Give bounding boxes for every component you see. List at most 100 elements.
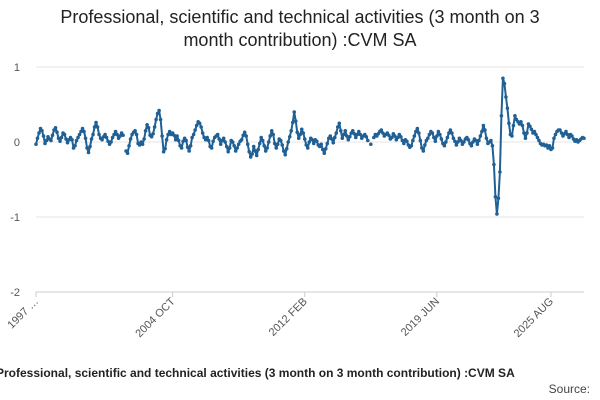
data-point-269 xyxy=(438,132,442,137)
data-point-50 xyxy=(109,140,113,144)
data-point-62 xyxy=(127,143,131,148)
data-point-86 xyxy=(163,146,167,151)
data-point-142 xyxy=(247,149,251,154)
data-point-139 xyxy=(242,130,247,135)
data-point-81 xyxy=(155,111,160,116)
data-point-299 xyxy=(483,128,487,132)
data-point-89 xyxy=(167,129,172,134)
data-point-275 xyxy=(447,131,451,135)
data-point-118 xyxy=(211,139,215,144)
data-point-334 xyxy=(535,135,540,140)
data-point-1 xyxy=(35,136,40,141)
data-point-225 xyxy=(372,135,376,140)
data-point-209 xyxy=(347,134,352,139)
data-point-346 xyxy=(553,132,558,137)
data-point-266 xyxy=(433,139,438,144)
data-point-109 xyxy=(197,121,202,126)
data-point-126 xyxy=(223,140,227,144)
data-point-255 xyxy=(417,131,421,135)
data-point-47 xyxy=(104,135,109,140)
data-point-129 xyxy=(227,146,232,150)
data-point-278 xyxy=(451,136,456,141)
data-point-144 xyxy=(250,152,254,156)
data-point-61 xyxy=(125,151,130,156)
data-point-40 xyxy=(94,120,98,125)
data-point-92 xyxy=(172,133,176,138)
data-point-330 xyxy=(529,127,534,132)
data-point-6 xyxy=(43,141,47,146)
data-point-283 xyxy=(459,138,463,143)
data-point-194 xyxy=(325,141,330,146)
data-point-204 xyxy=(340,136,345,141)
data-point-170 xyxy=(289,128,294,133)
data-point-93 xyxy=(173,137,178,142)
data-point-178 xyxy=(301,131,306,135)
data-point-127 xyxy=(224,144,229,149)
data-point-132 xyxy=(232,143,236,148)
data-point-172 xyxy=(292,110,297,114)
data-point-80 xyxy=(154,117,158,122)
data-point-244 xyxy=(400,138,405,143)
data-point-63 xyxy=(128,137,133,141)
data-point-350 xyxy=(559,131,564,135)
x-tick-label-3: 2019 JUN xyxy=(399,296,442,339)
data-point-197 xyxy=(329,137,334,141)
data-point-29 xyxy=(77,132,82,137)
data-point-131 xyxy=(230,140,235,144)
data-point-280 xyxy=(454,143,459,147)
data-point-313 xyxy=(504,95,508,99)
chart-title-line-2: month contribution) :CVM SA xyxy=(183,30,417,50)
data-point-105 xyxy=(191,132,196,137)
data-point-192 xyxy=(322,151,327,156)
data-point-20 xyxy=(64,137,68,141)
data-point-164 xyxy=(280,143,285,147)
data-point-295 xyxy=(477,138,481,143)
data-point-19 xyxy=(62,132,67,137)
data-point-180 xyxy=(304,143,309,147)
data-point-354 xyxy=(565,132,570,137)
data-point-26 xyxy=(73,143,77,148)
data-point-355 xyxy=(567,135,571,140)
data-point-52 xyxy=(112,132,116,137)
data-point-193 xyxy=(323,146,328,151)
x-tick-label-4: 2025 AUG xyxy=(512,296,556,340)
data-point-251 xyxy=(411,138,415,143)
chart-title-line-1: Professional, scientific and technical a… xyxy=(60,7,540,27)
data-point-206 xyxy=(343,128,348,133)
data-point-211 xyxy=(350,128,355,133)
y-tick-label-1: 0 xyxy=(14,137,20,149)
data-point-102 xyxy=(187,149,191,153)
data-point-191 xyxy=(320,147,325,152)
data-point-199 xyxy=(332,135,337,140)
data-point-179 xyxy=(302,137,307,141)
data-point-169 xyxy=(287,134,292,139)
data-point-87 xyxy=(164,137,169,142)
data-point-30 xyxy=(79,129,83,134)
data-point-342 xyxy=(547,143,552,148)
data-point-303 xyxy=(489,138,493,143)
data-point-167 xyxy=(284,146,289,151)
data-point-264 xyxy=(430,131,435,135)
data-point-155 xyxy=(266,140,271,144)
data-point-141 xyxy=(245,142,250,147)
data-point-158 xyxy=(271,132,276,137)
data-point-315 xyxy=(507,121,511,126)
data-point-115 xyxy=(206,138,211,143)
data-point-329 xyxy=(528,124,532,129)
data-point-349 xyxy=(558,128,562,132)
data-point-221 xyxy=(366,138,370,143)
data-point-13 xyxy=(53,125,58,130)
data-point-67 xyxy=(134,132,139,137)
data-point-33 xyxy=(83,136,88,141)
data-point-152 xyxy=(262,143,267,148)
data-point-247 xyxy=(405,139,409,144)
data-point-357 xyxy=(570,134,574,138)
data-point-157 xyxy=(269,128,274,133)
data-point-326 xyxy=(523,136,528,141)
data-point-66 xyxy=(133,128,137,133)
data-point-7 xyxy=(44,138,49,143)
data-point-267 xyxy=(435,134,439,138)
data-point-296 xyxy=(478,134,483,138)
data-point-254 xyxy=(415,126,420,131)
data-point-82 xyxy=(157,108,161,113)
